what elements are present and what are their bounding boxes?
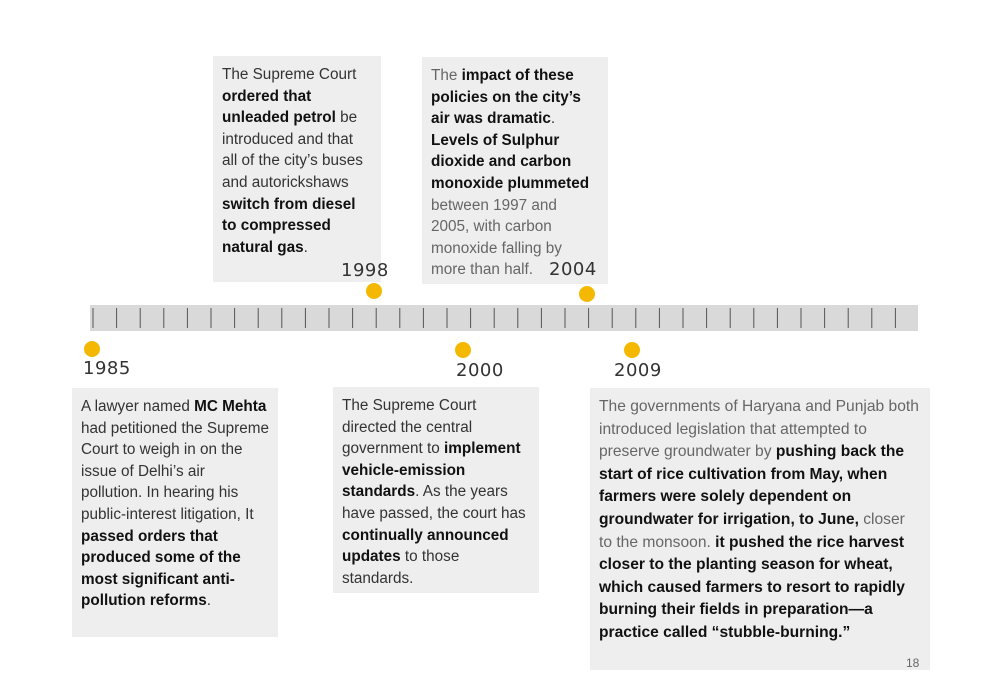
event-text-2004: The impact of these policies on the city… [431,67,589,278]
text-run: The governments of Haryana and Punjab bo… [599,398,919,461]
text-run: to those standards. [342,548,460,587]
page-number: 18 [906,656,920,670]
text-run: had petitioned the Supreme Court to weig… [81,419,269,523]
year-label-2004: 2004 [549,259,597,280]
event-box-1985: A lawyer named MC Mehta had petitioned t… [72,388,278,637]
event-box-2009: The governments of Haryana and Punjab bo… [590,388,930,670]
dot-1985 [84,341,100,357]
text-run: ordered that unleaded petrol [222,87,336,127]
event-box-2004: The impact of these policies on the city… [422,57,608,284]
dot-2009 [624,342,640,358]
dot-2000 [455,342,471,358]
year-label-2000: 2000 [456,360,504,381]
text-run: The Supreme Court directed the central g… [342,397,477,458]
timeline-bar [90,305,918,331]
event-text-2000: The Supreme Court directed the central g… [342,397,526,587]
text-run: The [431,67,462,84]
event-text-1998: The Supreme Court ordered that unleaded … [222,66,363,256]
text-run: . [206,592,212,610]
dot-2004 [579,286,595,302]
text-run: be introduced and that all of the city’s… [222,109,363,191]
text-run: impact of these policies on the city’s a… [431,67,581,128]
text-run: implement vehicle-emission standards [342,440,521,501]
text-run: switch from diesel to compressed natural… [222,195,356,256]
text-run: The Supreme Court [222,66,357,83]
text-run: passed orders that produced some of the … [81,527,241,610]
text-run: continually announced updates [342,526,509,566]
event-box-1998: The Supreme Court ordered that unleaded … [213,56,381,282]
year-label-1998: 1998 [341,260,389,281]
event-box-2000: The Supreme Court directed the central g… [333,387,539,593]
text-run: pushing back the start of rice cultivati… [599,443,905,528]
year-label-2009: 2009 [614,360,662,381]
text-run: . [303,238,308,256]
text-run: closer to the monsoon. [599,510,905,551]
year-label-1985: 1985 [83,358,131,379]
timeline-ticks [92,308,896,328]
text-run: it pushed the rice harvest closer to the… [599,533,905,641]
text-run: between 1997 and 2005, with carbon monox… [431,196,562,279]
event-text-1985: A lawyer named MC Mehta had petitioned t… [81,398,269,609]
text-run: MC Mehta [194,398,267,415]
text-run: . As the years have passed, the court ha… [342,483,526,522]
text-run: . [550,110,556,128]
text-run: Levels of Sulphur dioxide and carbon mon… [431,131,590,192]
event-text-2009: The governments of Haryana and Punjab bo… [599,398,919,641]
text-run: A lawyer named [81,398,195,415]
dot-1998 [366,283,382,299]
